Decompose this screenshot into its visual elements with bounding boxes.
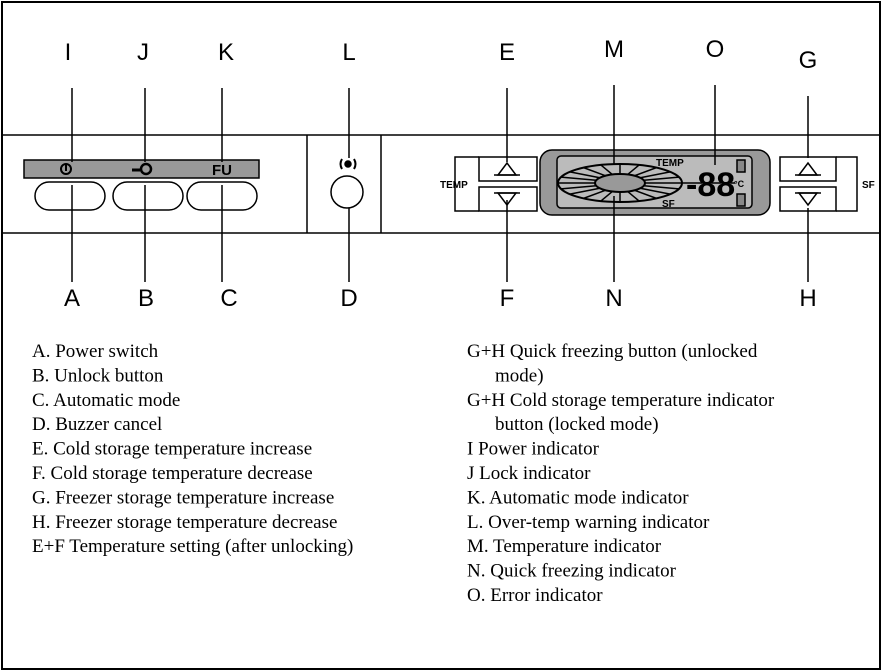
fan-segment <box>627 190 640 202</box>
fan-segment <box>600 190 613 202</box>
button-e[interactable] <box>478 156 538 182</box>
power-icon <box>60 163 72 175</box>
callout-label: L <box>342 39 355 66</box>
legend-item: M. Temperature indicator <box>467 536 662 557</box>
fan-segment <box>634 166 657 177</box>
callouts: I J K L E M O G A B C D F N H <box>64 36 817 312</box>
legend: A. Power switch B. Unlock button C. Automa… <box>32 341 775 606</box>
legend-item: B. Unlock button <box>32 365 164 386</box>
legend-item: D. Buzzer cancel <box>32 414 162 435</box>
fan-segment <box>569 171 600 179</box>
legend-item: G+H Cold storage temperature indicator <box>467 390 775 411</box>
callout-label: N <box>605 285 622 312</box>
legend-item: C. Automatic mode <box>32 390 180 411</box>
fan-segment <box>643 176 680 181</box>
legend-item: A. Power switch <box>32 341 159 362</box>
legend-item: L. Over-temp warning indicator <box>467 512 710 533</box>
legend-item: K. Automatic mode indicator <box>467 487 689 508</box>
callout-label: B <box>138 285 154 312</box>
callout-label: K <box>218 39 234 66</box>
legend-item: J Lock indicator <box>467 463 591 484</box>
callout-label: A <box>64 285 80 312</box>
button-f[interactable] <box>478 186 538 212</box>
legend-item: E. Cold storage temperature increase <box>32 439 312 460</box>
fan-segment <box>560 176 597 181</box>
legend-item: mode) <box>495 365 544 386</box>
fan-segment <box>640 187 671 195</box>
legend-item: F. Cold storage temperature decrease <box>32 463 313 484</box>
legend-item: G+H Quick freezing button (unlocked <box>467 341 758 362</box>
button-g[interactable] <box>779 156 837 182</box>
sf-bracket <box>836 156 858 212</box>
display-sf: SF <box>662 199 675 210</box>
button-d[interactable] <box>330 175 364 209</box>
fan-segment <box>627 164 640 176</box>
fu-label: FU <box>212 162 232 179</box>
display-digits: -88 <box>686 166 735 204</box>
legend-item: I Power indicator <box>467 439 600 460</box>
callout-label: D <box>340 285 357 312</box>
legend-item: G. Freezer storage temperature increase <box>32 487 334 508</box>
callout-label: G <box>799 47 818 74</box>
temp-label: TEMP <box>440 180 468 191</box>
callout-label: O <box>706 36 725 63</box>
button-b[interactable] <box>112 181 184 211</box>
fan-segment <box>643 185 680 190</box>
legend-item: N. Quick freezing indicator <box>467 561 677 582</box>
callout-label: C <box>220 285 237 312</box>
fan-segment <box>600 164 613 176</box>
fan-segment <box>640 171 671 179</box>
sf-label: SF <box>862 180 875 191</box>
fan-segment <box>560 185 597 190</box>
callout-label: E <box>499 39 515 66</box>
callout-label: H <box>799 285 816 312</box>
callout-label: I <box>65 39 72 66</box>
button-h[interactable] <box>779 186 837 212</box>
fan-segment <box>583 189 606 200</box>
fan-segment <box>634 189 657 200</box>
temp-bracket <box>454 156 479 212</box>
button-a[interactable] <box>34 181 106 211</box>
fan-segment <box>569 187 600 195</box>
callout-label: J <box>137 39 149 66</box>
callout-label: F <box>500 285 515 312</box>
legend-item: H. Freezer storage temperature decrease <box>32 512 337 533</box>
buzzer-icon <box>344 160 352 168</box>
legend-item: button (locked mode) <box>495 414 659 435</box>
callout-label: M <box>604 36 624 63</box>
panel: FU TEMP TEMP SF -88 °C SF <box>2 134 880 234</box>
legend-item: O. Error indicator <box>467 585 603 606</box>
display-unit: °C <box>734 179 745 189</box>
fan-segment <box>583 166 606 177</box>
legend-item: E+F Temperature setting (after unlocking… <box>32 536 353 557</box>
display-temp: TEMP <box>656 158 684 169</box>
